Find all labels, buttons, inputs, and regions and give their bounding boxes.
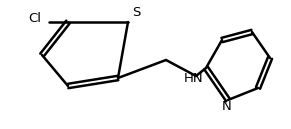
Text: S: S [132, 6, 140, 19]
Text: HN: HN [184, 72, 204, 86]
Text: N: N [222, 99, 232, 112]
Text: Cl: Cl [29, 11, 42, 25]
